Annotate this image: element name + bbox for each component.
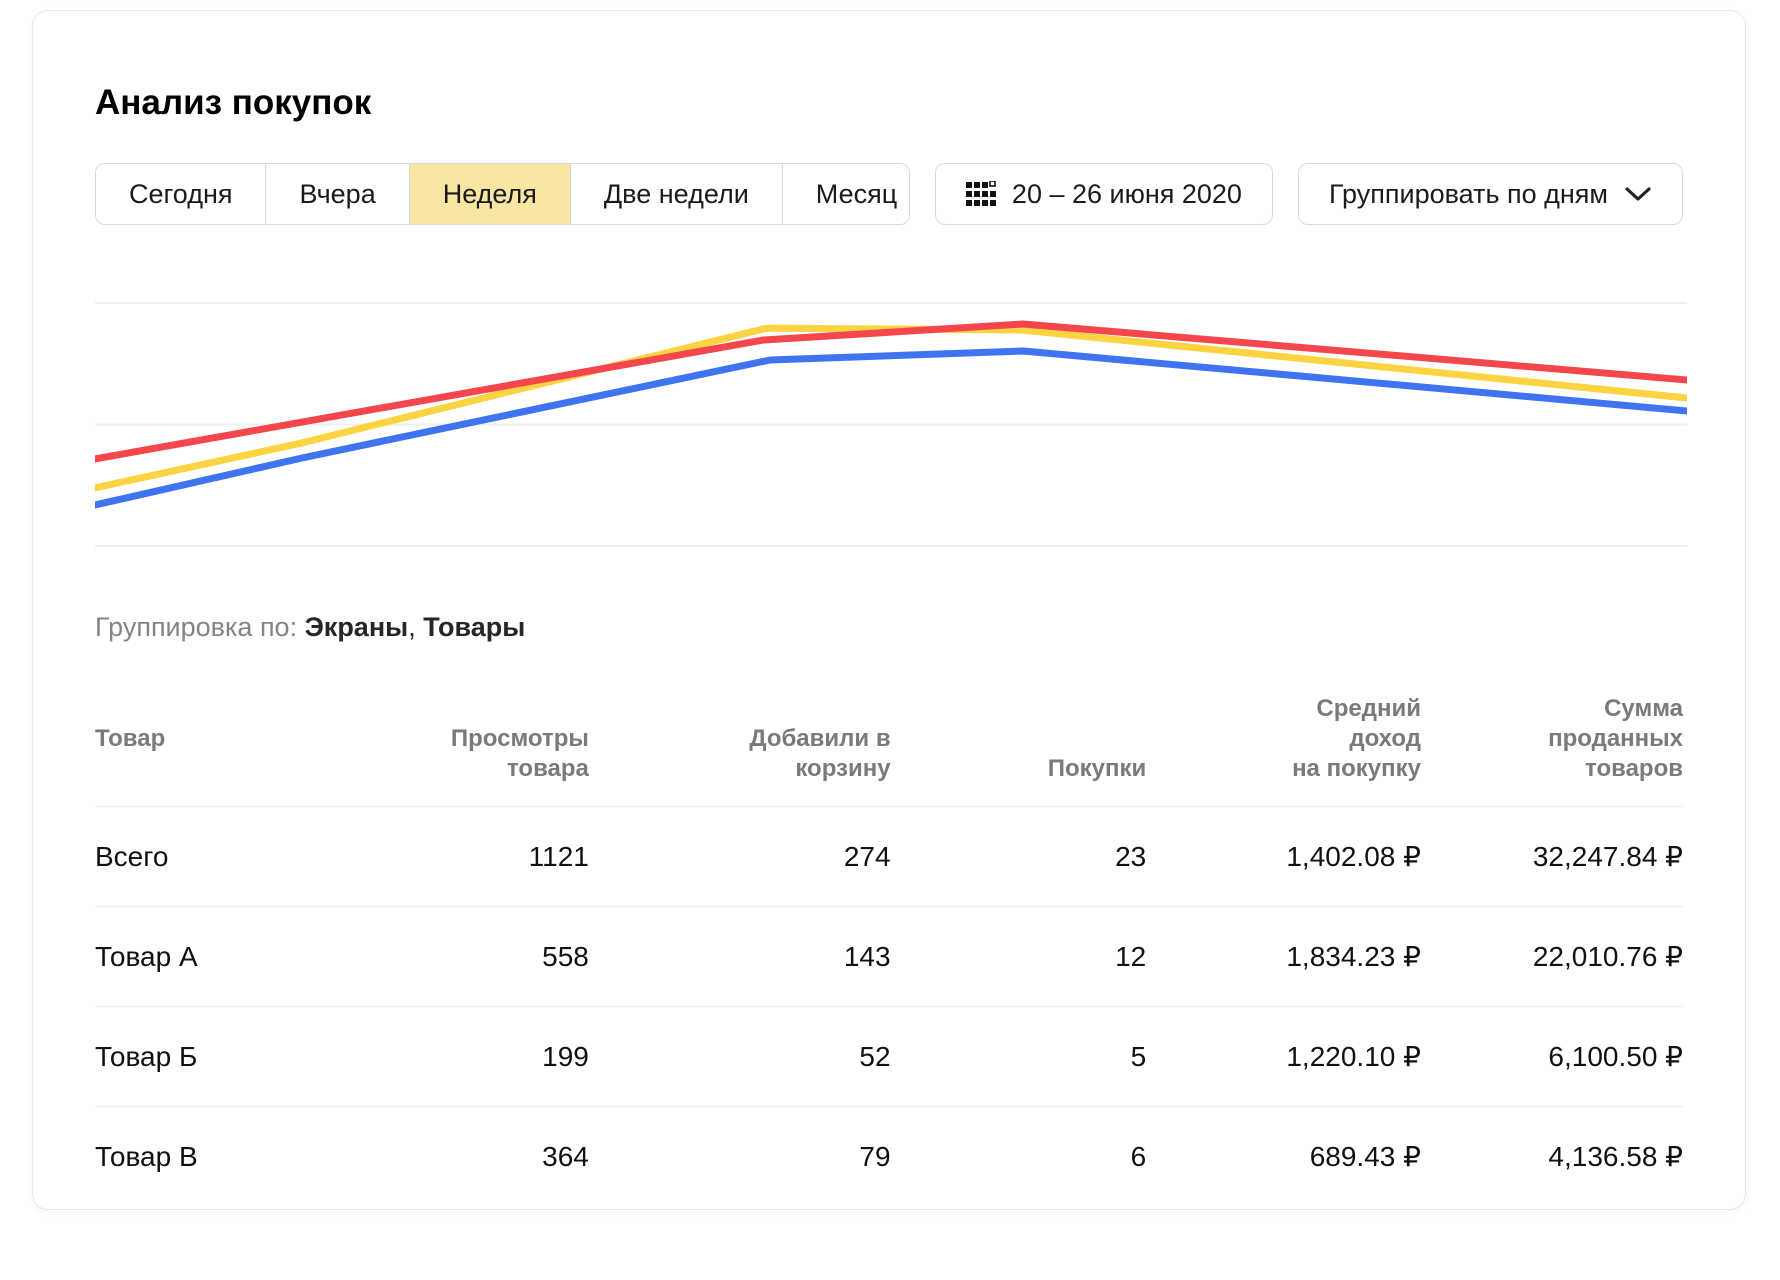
- table-row-0: Всего 1121 274 23 1,402.08 ₽32,247.84 ₽: [95, 806, 1683, 907]
- table-body: Всего 1121 274 23 1,402.08 ₽32,247.84 ₽ Товар…: [95, 806, 1683, 1207]
- table-cell: 199: [349, 1006, 589, 1107]
- table-cell: 143: [588, 906, 891, 1007]
- table-cell: 274: [588, 806, 891, 907]
- column-header-1[interactable]: Просмотры товара: [349, 694, 589, 807]
- table-cell: 6,100.50 ₽: [1420, 1006, 1683, 1107]
- products-table: Товар Просмотры товара Добавили в корзину П…: [95, 694, 1683, 1206]
- column-header-5[interactable]: Сумма проданных товаров: [1420, 694, 1683, 807]
- table-cell: 1121: [349, 806, 589, 907]
- product-name-cell: Товар В: [95, 1140, 198, 1172]
- chevron-down-icon: [1624, 185, 1652, 203]
- table-cell: 79: [859, 1140, 891, 1172]
- product-name-cell: Всего: [95, 806, 350, 907]
- period-tab-0[interactable]: Сегодня: [96, 164, 266, 224]
- date-range-button[interactable]: 20 – 26 июня 2020: [934, 163, 1273, 225]
- table-row-3: Товар В 364 79 6 689.43 ₽ 4,136.58 ₽: [95, 1107, 1683, 1207]
- table-cell: 1,834.23 ₽: [1146, 906, 1421, 1007]
- table-cell: 23: [890, 806, 1147, 907]
- line-chart: [95, 258, 1687, 568]
- table-cell: 4,136.58 ₽: [1548, 1141, 1683, 1172]
- table-cell: 12: [890, 906, 1147, 1007]
- date-range-label: 20 – 26 июня 2020: [1011, 178, 1242, 209]
- page-title: Анализ покупок: [95, 83, 372, 122]
- table-header-row: Товар Просмотры товара Добавили в корзину П…: [95, 694, 1683, 807]
- grouping-separator: ,: [408, 612, 416, 642]
- series-yellow-line: [95, 324, 1687, 492]
- column-header-0[interactable]: Товар: [95, 694, 350, 807]
- calendar-grid-icon: [965, 180, 996, 208]
- grouping-prefix: Группировка по:: [95, 612, 298, 642]
- table-cell: 6: [1130, 1140, 1147, 1172]
- toolbar: Сегодня Вчера Неделя Две недели Месяц: [95, 163, 1683, 225]
- series-red-line: [95, 320, 1687, 463]
- grouping-line: Группировка по: Экраны, Товары: [95, 610, 1683, 644]
- period-tab-group: Сегодня Вчера Неделя Две недели Месяц: [95, 163, 910, 225]
- table-cell: 22,010.76 ₽: [1420, 906, 1683, 1007]
- period-tab-2[interactable]: Неделя: [408, 164, 570, 224]
- period-tab-4[interactable]: Месяц: [781, 164, 909, 224]
- group-by-label: Группировать по дням: [1328, 178, 1608, 209]
- table-cell: 32,247.84 ₽: [1420, 806, 1683, 907]
- table-cell: 689.43 ₽: [1309, 1141, 1421, 1172]
- series-blue-line: [95, 347, 1687, 509]
- product-name-cell: Товар Б: [95, 1006, 350, 1107]
- period-tab-3[interactable]: Две недели: [569, 164, 782, 224]
- column-header-4[interactable]: Средний доход на покупку: [1146, 694, 1421, 807]
- column-header-3[interactable]: Покупки: [890, 694, 1147, 807]
- grouping-item-0[interactable]: Экраны: [304, 612, 409, 642]
- table-row-2: Товар Б 199 52 5 1,220.10 ₽6,100.50 ₽: [95, 1006, 1683, 1107]
- table-cell: 364: [542, 1140, 589, 1172]
- table-row-1: Товар А 558 143 12 1,834.23 ₽22,010.76 ₽: [95, 906, 1683, 1007]
- table-cell: 1,402.08 ₽: [1146, 806, 1421, 907]
- column-header-2[interactable]: Добавили в корзину: [588, 694, 891, 807]
- period-tab-1[interactable]: Вчера: [265, 164, 409, 224]
- grouping-item-1[interactable]: Товары: [423, 612, 526, 642]
- group-by-select[interactable]: Группировать по дням: [1297, 163, 1683, 225]
- product-name-cell: Товар А: [95, 906, 350, 1007]
- table-cell: 1,220.10 ₽: [1146, 1006, 1421, 1107]
- table-cell: 52: [588, 1006, 891, 1107]
- table-cell: 5: [890, 1006, 1147, 1107]
- purchase-analysis-card: Анализ покупок Сегодня Вчера Неделя Две нед…: [32, 10, 1746, 1210]
- table-cell: 558: [349, 906, 589, 1007]
